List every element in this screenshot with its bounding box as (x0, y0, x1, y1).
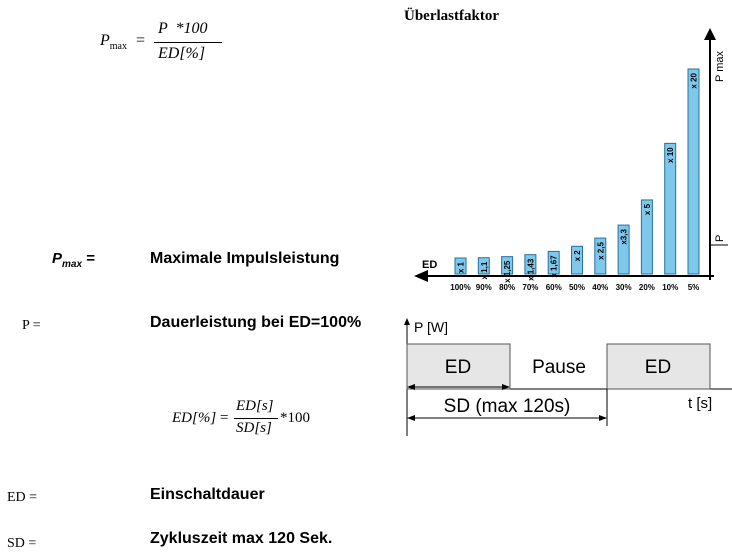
def-pmax-symbol-sub: max (62, 259, 83, 270)
chart-x-tick-label: 50% (569, 283, 585, 292)
timing-pulse-2 (606, 343, 711, 390)
timing-pulse-1 (406, 343, 511, 390)
timing-pulse-2-label: ED (645, 357, 671, 378)
chart-title: Überlastfaktor (404, 8, 499, 24)
formula-ed-numerator: ED[s] (236, 398, 274, 414)
chart-bar (664, 142, 677, 275)
chart-bar (617, 224, 630, 275)
chart-bar (524, 254, 537, 275)
chart-x-tick-label: 60% (546, 283, 562, 292)
chart-x-axis-arrowhead (414, 270, 428, 282)
overload-factor-chart: x 1 x 1,1 x 1,25 x 1,43 x 1,67 x 2 x 2,5 x3,3 x … (414, 28, 728, 292)
chart-bar (477, 257, 490, 275)
def-sd-text: Zykluszeit max 120 Sek. (150, 530, 333, 547)
chart-bar (594, 237, 607, 275)
pmax-formula: Pmax = P *100 ED[%] (100, 18, 240, 68)
formula-pmax-fraction-bar (154, 42, 222, 43)
chart-bar-value-label: x 1 (457, 261, 466, 273)
formula-ed-denominator: SD[s] (236, 420, 272, 436)
timing-y-axis-arrowhead (404, 318, 410, 325)
chart-bar (640, 199, 653, 275)
def-pmax-symbol-letter: P (52, 250, 63, 267)
formula-pmax-lhs-symbol: P (100, 32, 110, 49)
chart-bar-value-label: x 1,43 (526, 258, 535, 281)
ed-formula: ED[%] = ED[s] SD[s] *100 (172, 398, 312, 446)
chart-bar-value-label: x3,3 (620, 229, 629, 245)
formula-pmax-equals: = (136, 32, 146, 49)
chart-bar-value-label: x 10 (666, 147, 675, 163)
chart-p-marker-label: P (714, 235, 726, 242)
chart-bar-value-label: x 2,5 (596, 242, 605, 260)
chart-bar (687, 68, 700, 275)
formula-pmax-lhs: Pmax (100, 32, 127, 52)
formula-ed-multiplier: *100 (280, 410, 310, 426)
formula-pmax-numerator: P *100 (158, 20, 208, 37)
chart-x-tick-label: 100% (450, 283, 470, 292)
def-pmax-symbol: Pmax = (52, 250, 95, 270)
chart-bar (454, 257, 467, 275)
timing-pause-label: Pause (532, 357, 586, 378)
def-sd-symbol: SD = (7, 536, 37, 551)
timing-sd-arrowhead-left (407, 415, 415, 421)
formula-ed-equals: = (220, 410, 229, 426)
formula-pmax-lhs-sub: max (109, 41, 127, 53)
timing-sd-arrowhead-right (599, 415, 607, 421)
chart-x-tick-label: 70% (522, 283, 538, 292)
def-pmax-text: Maximale Impulsleistung (150, 250, 340, 267)
chart-bar-value-label: x 5 (643, 203, 652, 215)
chart-bar-value-label: x 20 (690, 72, 699, 88)
def-p-symbol: P = (22, 318, 41, 333)
def-ed-symbol: ED = (7, 490, 38, 505)
chart-bar-value-label: x 1,67 (550, 255, 559, 278)
chart-y-axis-arrowhead (704, 28, 716, 40)
chart-x-tick-label: 90% (476, 283, 492, 292)
chart-x-axis-label: ED (422, 259, 437, 271)
chart-y-axis-label: P max (714, 51, 726, 82)
chart-x-tick-label: 20% (639, 283, 655, 292)
chart-x-tick-label: 5% (688, 283, 700, 292)
timing-pulse-1-label: ED (445, 357, 471, 378)
formula-ed-lhs: ED[%] (172, 410, 217, 426)
timing-ed-arrowhead-left (407, 384, 415, 390)
def-pmax-symbol-eq: = (86, 250, 95, 267)
chart-bar-value-label: x 2 (573, 250, 582, 262)
def-p-text: Dauerleistung bei ED=100% (150, 314, 362, 331)
timing-y-axis-label: P [W] (414, 319, 448, 335)
timing-ed-arrowhead-right (502, 384, 510, 390)
chart-bar-value-label: x 1,25 (503, 260, 512, 283)
formula-pmax-denominator: ED[%] (158, 45, 206, 62)
timing-diagram: P [W] ED Pause ED SD (max 120s) t [s] (404, 318, 732, 436)
chart-x-tick-label: 30% (616, 283, 632, 292)
chart-x-tick-label: 80% (499, 283, 515, 292)
chart-bar (571, 245, 583, 275)
chart-x-tick-label: 10% (662, 283, 678, 292)
chart-bar (501, 256, 514, 275)
timing-sd-label: SD (max 120s) (444, 396, 571, 417)
chart-bar (547, 250, 560, 275)
timing-t-axis-label: t [s] (688, 395, 712, 412)
formula-ed-fraction-bar (234, 418, 278, 419)
chart-bar-value-label: x 1,1 (480, 261, 489, 279)
def-ed-text: Einschaltdauer (150, 486, 265, 503)
chart-x-tick-label: 40% (592, 283, 608, 292)
